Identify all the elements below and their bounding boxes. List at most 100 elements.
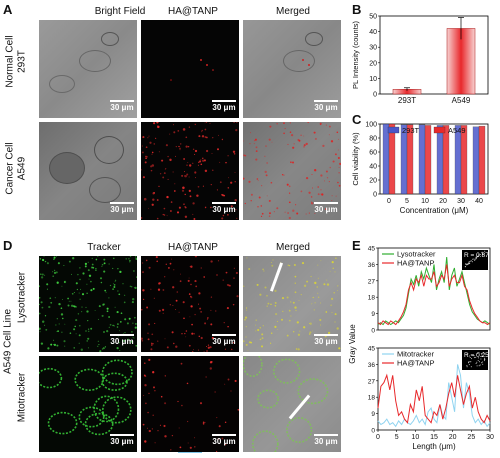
- fluorescence-dot: [313, 309, 315, 311]
- fluorescence-dot: [70, 304, 74, 307]
- fluorescence-dot: [309, 331, 312, 334]
- fluorescence-dot: [108, 316, 110, 318]
- fluorescence-dot: [243, 140, 245, 142]
- fluorescence-dot: [221, 194, 224, 197]
- fluorescence-dot: [95, 269, 97, 271]
- fluorescence-dot: [328, 134, 330, 136]
- fluorescence-dot: [97, 318, 99, 320]
- fluorescence-dot: [151, 153, 153, 155]
- x-tick-label: 0: [387, 198, 391, 205]
- fluorescence-dot: [142, 176, 145, 179]
- fluorescence-dot: [150, 342, 153, 345]
- fluorescence-dot: [263, 270, 265, 272]
- fluorescence-dot: [288, 185, 291, 188]
- fluorescence-dot: [216, 189, 218, 191]
- y-tick-label: 18: [368, 395, 376, 402]
- fluorescence-dot: [222, 214, 225, 217]
- fluorescence-dot: [317, 193, 320, 196]
- fluorescence-dot: [320, 174, 323, 177]
- bar-293T-30: [454, 125, 462, 195]
- fluorescence-dot: [153, 143, 156, 145]
- fluorescence-dot: [143, 197, 147, 201]
- x-tick-label: A549: [452, 96, 471, 105]
- series-line-Mitotracker: [377, 364, 491, 428]
- fluorescence-dot: [179, 446, 182, 449]
- fluorescence-dot: [116, 347, 119, 350]
- fluorescence-dot: [234, 199, 237, 202]
- x-axis-label: Concentration (μM): [400, 206, 469, 215]
- cell-ring: [101, 372, 128, 391]
- fluorescence-dot: [201, 135, 205, 138]
- fluorescence-dot: [79, 298, 81, 301]
- legend-swatch: [387, 126, 400, 134]
- fluorescence-dot: [249, 132, 252, 134]
- y-tick-label: 40: [369, 29, 377, 36]
- fluorescence-dot: [152, 198, 155, 201]
- fluorescence-dot: [236, 295, 239, 298]
- fluorescence-dot: [39, 331, 41, 333]
- fluorescence-dot: [244, 318, 246, 321]
- legend-label: Mitotracker: [397, 350, 435, 359]
- fluorescence-dot: [314, 137, 317, 140]
- legend-label: Lysotracker: [397, 250, 436, 259]
- bar-293T-40: [472, 126, 480, 195]
- fluorescence-dot: [99, 277, 103, 280]
- fluorescence-dot: [190, 295, 192, 298]
- fluorescence-dot: [255, 158, 258, 161]
- fluorescence-dot: [309, 322, 312, 325]
- inset-dot: [472, 355, 474, 357]
- fluorescence-dot: [187, 162, 189, 164]
- micrograph-merged-mito: [243, 356, 341, 452]
- fluorescence-dot: [207, 346, 210, 349]
- fluorescence-dot: [127, 338, 129, 341]
- fluorescence-dot: [230, 390, 232, 392]
- fluorescence-dot: [150, 165, 153, 168]
- fluorescence-dot: [198, 292, 201, 295]
- fluorescence-dot: [210, 183, 212, 186]
- fluorescence-dot: [317, 186, 319, 188]
- fluorescence-dot: [246, 257, 248, 259]
- fluorescence-dot: [303, 144, 306, 147]
- fluorescence-dot: [338, 166, 340, 168]
- fluorescence-dot: [194, 256, 198, 258]
- inset-dot: [484, 357, 485, 359]
- inset-correlation: R = 0.87: [464, 252, 489, 259]
- fluorescence-dot: [211, 152, 213, 154]
- fluorescence-dot: [97, 256, 99, 257]
- fluorescence-dot: [322, 144, 325, 148]
- inset-dot: [466, 366, 468, 368]
- fluorescence-dot: [133, 270, 135, 272]
- fluorescence-dot: [84, 262, 88, 266]
- fluorescence-dot: [305, 176, 309, 180]
- fluorescence-dot: [86, 340, 89, 342]
- fluorescence-dot: [221, 437, 224, 440]
- fluorescence-dot: [336, 131, 339, 134]
- fluorescence-dot: [142, 136, 145, 139]
- cell-ring: [252, 430, 279, 452]
- fluorescence-dot: [98, 344, 100, 346]
- fluorescence-dot: [259, 293, 262, 296]
- fluorescence-dot: [186, 420, 189, 423]
- fluorescence-dot: [62, 299, 63, 300]
- fluorescence-dot: [261, 337, 264, 340]
- fluorescence-dot: [53, 343, 57, 347]
- fluorescence-dot: [245, 343, 248, 346]
- fluorescence-dot: [247, 350, 249, 352]
- fluorescence-dot: [194, 313, 196, 316]
- fluorescence-dot: [173, 342, 175, 345]
- fluorescence-dot: [296, 321, 299, 324]
- fluorescence-dot: [270, 332, 273, 334]
- fluorescence-dot: [284, 211, 286, 213]
- fluorescence-dot: [287, 212, 290, 214]
- fluorescence-dot: [255, 146, 258, 149]
- fluorescence-dot: [187, 442, 189, 444]
- fluorescence-dot: [288, 309, 291, 312]
- fluorescence-dot: [276, 123, 278, 125]
- fluorescence-dot: [338, 347, 341, 350]
- fluorescence-dot: [76, 288, 79, 291]
- fluorescence-dot: [209, 122, 211, 124]
- fluorescence-dot: [156, 217, 159, 220]
- fluorescence-dot: [163, 214, 166, 216]
- fluorescence-dot: [78, 292, 80, 294]
- fluorescence-dot: [308, 191, 311, 194]
